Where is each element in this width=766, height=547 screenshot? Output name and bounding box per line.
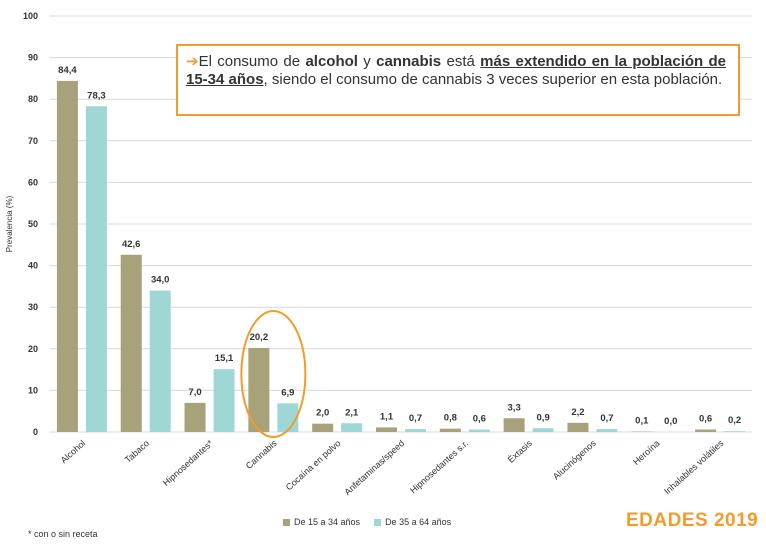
data-label: 0,8: [444, 413, 457, 424]
callout-text-1: El consumo de: [198, 53, 306, 70]
y-tick-label: 0: [33, 427, 38, 437]
data-label: 84,4: [58, 65, 77, 76]
legend-label-35-64: De 35 a 64 años: [385, 517, 452, 527]
bar-35-64: [724, 431, 746, 432]
bar-35-64: [341, 423, 363, 432]
callout-text-2: y: [357, 53, 377, 70]
data-label: 2,2: [571, 407, 584, 418]
bar-35-64: [596, 429, 618, 432]
x-tick-label: Cannabis: [244, 438, 279, 471]
x-tick-label: Heroína: [631, 438, 661, 467]
callout-text-4: , siendo el consumo de cannabis 3 veces …: [263, 71, 723, 88]
x-tick-label: Inhalables volátiles: [662, 438, 726, 497]
data-label: 0,1: [635, 416, 649, 427]
callout-text-3: está: [441, 53, 481, 70]
arrow-right-icon: ➔: [186, 53, 199, 70]
data-label: 2,1: [345, 407, 359, 418]
data-label: 6,9: [281, 387, 294, 398]
callout-bold-alcohol: alcohol: [305, 53, 358, 70]
data-label: 7,0: [188, 387, 201, 398]
data-label: 42,6: [122, 239, 141, 250]
data-label: 0,6: [473, 414, 486, 425]
legend-item-15-34: De 15 a 34 años: [283, 517, 360, 527]
x-tick-label: Cocaína en polvo: [284, 438, 343, 492]
data-label: 15,1: [215, 353, 234, 364]
bars: [56, 80, 746, 432]
y-tick-label: 80: [28, 94, 38, 104]
data-label: 3,3: [508, 402, 521, 413]
y-axis: 0 10 20 30 40 50 60 70 80 90 100: [23, 11, 38, 437]
data-label: 2,0: [316, 408, 329, 419]
bar-35-64: [405, 429, 426, 432]
data-label: 0,6: [699, 414, 712, 425]
x-tick-label: Tabaco: [123, 438, 151, 465]
y-axis-title: Prevalencia (%): [5, 195, 14, 252]
bar-15-34: [248, 347, 270, 432]
x-tick-label: Anfetaminas/speed: [342, 438, 406, 497]
y-tick-label: 30: [28, 302, 38, 312]
data-labels: 84,4 78,3 42,6 34,0 7,0 15,1 20,2 6,9 2,0 2,1 1,1 0…: [58, 65, 741, 427]
data-label: 0,2: [728, 415, 741, 426]
y-tick-label: 40: [28, 261, 38, 271]
x-tick-label: Hipnosedantes*: [161, 438, 215, 488]
bar-15-34: [695, 429, 717, 432]
y-tick-label: 70: [28, 136, 38, 146]
y-tick-label: 90: [28, 53, 38, 63]
callout-bold-cannabis: cannabis: [376, 53, 442, 70]
bar-15-34: [567, 422, 589, 432]
x-tick-label: Hipnosedantes s.r.: [408, 438, 470, 495]
data-label: 1,1: [380, 411, 394, 422]
data-label: 78,3: [87, 90, 106, 101]
legend-item-35-64: De 35 a 64 años: [374, 517, 451, 527]
bar-35-64: [468, 429, 490, 432]
bar-15-34: [56, 80, 78, 432]
data-label: 34,0: [151, 275, 170, 286]
annotation-callout: ➔El consumo de alcohol y cannabis está m…: [176, 44, 740, 116]
bar-15-34: [439, 428, 461, 432]
x-tick-label: Alucinógenos: [551, 438, 598, 482]
x-tick-label: Alcohol: [59, 438, 88, 465]
y-tick-label: 20: [28, 344, 38, 354]
y-tick-label: 10: [28, 385, 38, 395]
legend: De 15 a 34 años De 35 a 64 años: [283, 517, 451, 527]
y-tick-label: 100: [23, 11, 38, 21]
bar-35-64: [213, 369, 235, 432]
bar-15-34: [120, 254, 142, 432]
cannabis-highlight-ellipse: [240, 310, 307, 438]
bar-15-34: [503, 418, 525, 432]
y-tick-label: 50: [28, 219, 38, 229]
bar-35-64: [85, 106, 107, 432]
data-label: 0,0: [664, 416, 677, 427]
bar-35-64: [277, 403, 299, 432]
y-tick-label: 60: [28, 177, 38, 187]
x-tick-label: Éxtasis: [506, 438, 535, 465]
legend-swatch-15-34: [283, 518, 290, 526]
legend-swatch-35-64: [374, 518, 382, 526]
data-label: 0,7: [600, 413, 613, 424]
bar-35-64: [532, 428, 554, 432]
survey-brand: EDADES 2019: [626, 510, 759, 531]
bar-15-34: [312, 423, 334, 432]
bar-15-34: [376, 427, 397, 432]
bar-35-64: [149, 290, 171, 432]
bar-15-34: [184, 402, 206, 432]
data-label: 20,2: [250, 332, 269, 343]
data-label: 0,9: [537, 412, 550, 423]
callout-underlined: más extendido en la población de 15-34 a…: [186, 53, 727, 88]
x-axis: Alcohol Tabaco Hipnosedantes* Cannabis Cocaí…: [59, 438, 726, 497]
footnote: * con o sin receta: [28, 529, 98, 539]
legend-label-15-34: De 15 a 34 años: [294, 517, 361, 527]
data-label: 0,7: [409, 413, 422, 424]
